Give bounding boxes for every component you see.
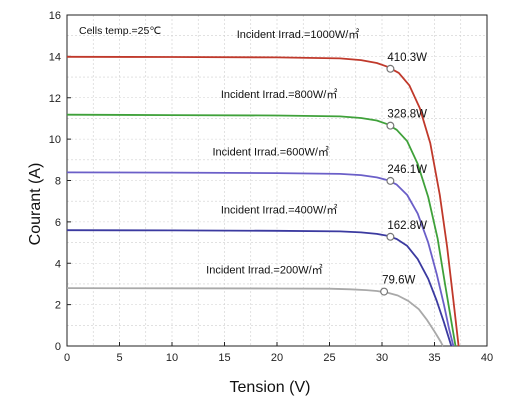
series-line [66, 171, 455, 347]
x-tick-label: 10 [166, 352, 178, 364]
x-tick-label: 15 [218, 352, 230, 364]
y-tick-label: 2 [55, 300, 61, 312]
mpp-power-label: 246.1W [387, 164, 427, 176]
irradiance-label: Incident Irrad.=200W/㎡ [206, 264, 322, 277]
y-tick-label: 14 [49, 51, 61, 63]
mpp-power-label: 410.3W [387, 52, 427, 64]
x-tick-label: 40 [481, 352, 493, 364]
mpp-marker [386, 176, 395, 185]
mpp-power-label: 79.6W [382, 275, 415, 287]
series-line [66, 287, 444, 347]
axis-ticks: 0 5 10 15 20 25 30 35 40 0 2 4 6 8 10 12 14 16 [49, 10, 493, 364]
irradiance-label: Incident Irrad.=400W/㎡ [221, 204, 337, 217]
series-line [66, 113, 457, 347]
x-tick-label: 5 [116, 352, 122, 364]
y-tick-label: 16 [49, 10, 61, 22]
series-line [66, 55, 460, 347]
x-tick-label: 20 [271, 352, 283, 364]
mpp-marker [386, 121, 395, 130]
irradiance-label: Incident Irrad.=1000W/㎡ [237, 28, 360, 41]
y-tick-label: 0 [55, 341, 61, 353]
mpp-power-label: 162.8W [387, 220, 427, 232]
mpp-power-label: 328.8W [387, 109, 427, 121]
series-line [66, 229, 453, 347]
cell-temperature-note: Cells temp.=25℃ [79, 25, 161, 37]
irradiance-label: Incident Irrad.=800W/㎡ [221, 88, 337, 101]
y-tick-label: 10 [49, 134, 61, 146]
x-tick-label: 35 [428, 352, 440, 364]
series-layer [66, 55, 460, 347]
mpp-marker [386, 64, 395, 73]
annotations-layer: 410.3W Incident Irrad.=1000W/㎡ 328.8W Incid… [206, 28, 427, 296]
irradiance-label: Incident Irrad.=600W/㎡ [212, 146, 328, 159]
mpp-marker [380, 287, 389, 296]
y-tick-label: 6 [55, 217, 61, 229]
x-tick-label: 25 [323, 352, 335, 364]
y-tick-label: 4 [55, 258, 61, 270]
x-tick-label: 0 [64, 352, 70, 364]
grid [66, 14, 488, 347]
y-axis-title: Courant (A) [27, 163, 44, 246]
x-tick-label: 30 [376, 352, 388, 364]
mpp-marker [386, 232, 395, 241]
x-axis-title: Tension (V) [230, 379, 311, 396]
y-tick-label: 8 [55, 176, 61, 188]
y-tick-label: 12 [49, 93, 61, 105]
